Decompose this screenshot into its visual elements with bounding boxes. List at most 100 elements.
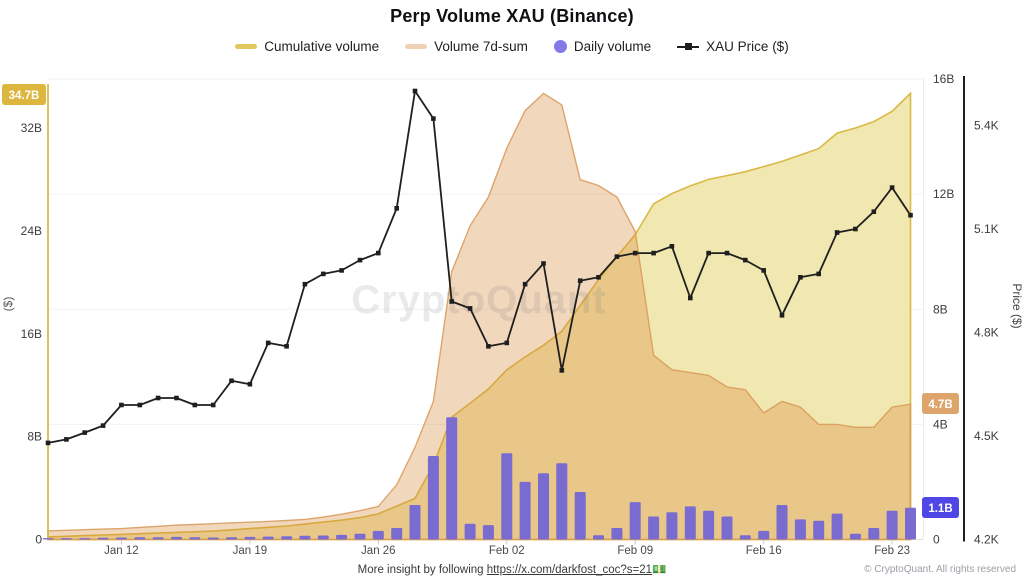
daily-volume-bar[interactable]	[886, 510, 898, 540]
daily-volume-bar[interactable]	[207, 537, 219, 540]
daily-volume-bar[interactable]	[299, 535, 311, 540]
daily-volume-bar[interactable]	[409, 505, 421, 540]
daily-volume-bar[interactable]	[226, 537, 237, 540]
daily-volume-bar[interactable]	[538, 473, 549, 540]
daily-volume-bar[interactable]	[629, 502, 641, 540]
daily-volume-bar[interactable]	[42, 538, 54, 540]
legend-item-xau-price[interactable]: XAU Price ($)	[677, 39, 789, 54]
xau-price-point[interactable]	[210, 402, 216, 408]
xau-price-point[interactable]	[174, 395, 179, 401]
xau-price-point[interactable]	[669, 244, 675, 249]
daily-volume-bar[interactable]	[134, 537, 146, 540]
daily-volume-bar[interactable]	[611, 528, 623, 540]
daily-volume-bar[interactable]	[905, 507, 916, 540]
xau-price-point[interactable]	[339, 268, 344, 273]
xau-price-point[interactable]	[486, 344, 491, 349]
xau-price-point[interactable]	[192, 402, 198, 408]
daily-volume-bar[interactable]	[574, 492, 586, 540]
daily-volume-bar[interactable]	[115, 537, 127, 540]
xau-price-point[interactable]	[449, 299, 454, 304]
xau-price-point[interactable]	[394, 206, 399, 211]
xau-price-point[interactable]	[614, 254, 620, 259]
xau-price-point[interactable]	[467, 306, 473, 311]
daily-volume-bar[interactable]	[593, 535, 604, 540]
xau-price-point[interactable]	[412, 88, 418, 94]
daily-volume-bar[interactable]	[519, 481, 531, 540]
xau-price-point[interactable]	[853, 226, 858, 232]
daily-volume-bar[interactable]	[703, 510, 715, 540]
volume-7d-sum-area[interactable]	[47, 92, 912, 541]
xau-price-point[interactable]	[816, 271, 821, 277]
daily-volume-bar[interactable]	[831, 513, 843, 540]
footer-link[interactable]: https://x.com/darkfost_coc?s=21	[486, 564, 653, 576]
xau-price-point[interactable]	[302, 281, 308, 287]
xau-price-point[interactable]	[559, 368, 565, 373]
xau-price-point[interactable]	[798, 275, 803, 280]
daily-volume-bar[interactable]	[336, 534, 348, 540]
daily-volume-bar[interactable]	[794, 519, 806, 540]
xau-price-point[interactable]	[908, 212, 913, 218]
daily-volume-bar[interactable]	[354, 533, 366, 540]
daily-volume-bar[interactable]	[739, 535, 751, 540]
cumulative-volume-area[interactable]	[47, 91, 912, 541]
daily-volume-bar[interactable]	[813, 520, 825, 540]
xau-price-point[interactable]	[724, 250, 730, 256]
xau-price-point[interactable]	[119, 402, 124, 408]
legend-item-cumulative-volume[interactable]: Cumulative volume	[235, 39, 379, 54]
daily-volume-bar[interactable]	[868, 528, 880, 540]
xau-price-point[interactable]	[541, 261, 546, 266]
daily-volume-bar[interactable]	[556, 463, 568, 540]
xau-price-point[interactable]	[155, 395, 161, 401]
xau-price-point[interactable]	[431, 116, 436, 121]
xau-price-point[interactable]	[889, 185, 895, 190]
legend-item-volume-7d-sum[interactable]: Volume 7d-sum	[405, 39, 528, 54]
daily-volume-bar[interactable]	[427, 456, 439, 540]
xau-price-point[interactable]	[577, 278, 583, 283]
daily-volume-bar[interactable]	[97, 537, 109, 540]
xau-price-point[interactable]	[743, 257, 748, 263]
xau-price-point[interactable]	[321, 271, 326, 277]
daily-volume-bar[interactable]	[244, 536, 256, 540]
xau-price-point[interactable]	[632, 250, 638, 256]
daily-volume-bar[interactable]	[721, 516, 733, 540]
daily-volume-bar[interactable]	[189, 537, 201, 540]
xau-price-point[interactable]	[688, 295, 693, 301]
daily-volume-bar[interactable]	[482, 525, 494, 540]
xau-price-point[interactable]	[834, 230, 840, 235]
daily-volume-bar[interactable]	[171, 536, 182, 540]
xau-price-point[interactable]	[82, 430, 87, 435]
xau-price-point[interactable]	[265, 340, 271, 346]
daily-volume-bar[interactable]	[684, 506, 696, 540]
xau-price-point[interactable]	[357, 257, 363, 263]
daily-volume-bar[interactable]	[79, 538, 91, 540]
daily-volume-bar[interactable]	[262, 536, 274, 540]
xau-price-point[interactable]	[522, 281, 528, 287]
xau-price-point[interactable]	[761, 268, 766, 273]
xau-price-point[interactable]	[229, 378, 234, 384]
daily-volume-bar[interactable]	[758, 530, 770, 540]
daily-volume-bar[interactable]	[391, 528, 403, 540]
xau-price-point[interactable]	[779, 313, 785, 318]
xau-price-line[interactable]	[47, 90, 912, 444]
daily-volume-bar[interactable]	[501, 453, 513, 540]
legend-item-daily-volume[interactable]: Daily volume	[553, 39, 651, 54]
daily-volume-bar[interactable]	[60, 538, 72, 540]
xau-price-point[interactable]	[247, 381, 253, 387]
xau-price-point[interactable]	[284, 344, 289, 349]
xau-price-point[interactable]	[504, 340, 510, 346]
daily-volume-bar[interactable]	[372, 530, 384, 540]
daily-volume-bar[interactable]	[152, 537, 164, 540]
xau-price-point[interactable]	[137, 402, 143, 408]
daily-volume-bar[interactable]	[666, 512, 678, 540]
xau-price-point[interactable]	[871, 209, 877, 214]
daily-volume-bar[interactable]	[281, 536, 293, 540]
xau-price-point[interactable]	[376, 250, 381, 256]
daily-volume-bar[interactable]	[776, 505, 788, 540]
xau-price-point[interactable]	[64, 437, 69, 442]
xau-price-point[interactable]	[45, 440, 51, 446]
daily-volume-bar[interactable]	[446, 417, 458, 540]
xau-price-point[interactable]	[706, 250, 711, 256]
daily-volume-bar[interactable]	[849, 533, 861, 540]
xau-price-point[interactable]	[596, 275, 601, 280]
